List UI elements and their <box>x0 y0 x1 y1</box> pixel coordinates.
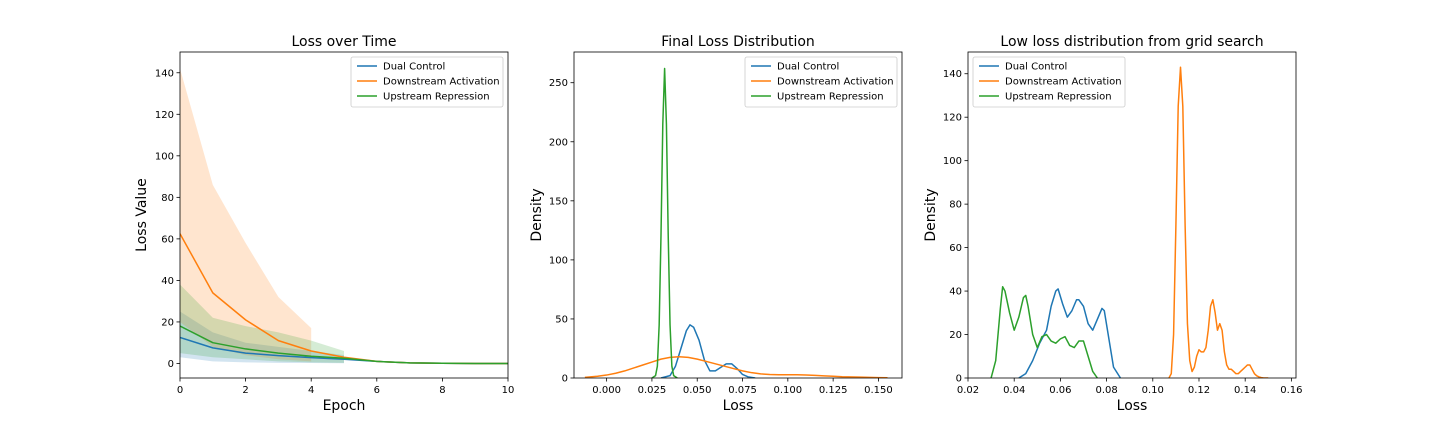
y-tick-label: 20 <box>949 330 962 341</box>
y-tick-label: 140 <box>155 68 174 79</box>
x-tick-label: 0.000 <box>592 385 621 396</box>
y-tick-label: 40 <box>949 287 962 298</box>
y-axis-label: Loss Value <box>134 178 150 252</box>
y-tick-label: 140 <box>943 69 962 80</box>
series-line-2 <box>651 67 678 378</box>
series-line-1 <box>1168 66 1269 378</box>
series-line-0 <box>1018 288 1122 378</box>
legend: Dual Control Downstream Activation Upstrea… <box>972 56 1126 108</box>
y-axis-label: Density <box>923 188 939 241</box>
x-tick-label: 2 <box>242 385 248 396</box>
y-axis-label: Density <box>529 188 545 241</box>
x-tick-label: 0.150 <box>864 385 893 396</box>
plot-area <box>990 66 1269 378</box>
x-tick-label: 10 <box>502 385 515 396</box>
x-tick-label: 6 <box>374 385 380 396</box>
y-tick-label: 120 <box>155 110 174 121</box>
x-tick-label: 0.12 <box>1188 385 1210 396</box>
axes-frame <box>967 51 1297 379</box>
x-tick-label: 0 <box>177 385 183 396</box>
y-tick-label: 100 <box>943 156 962 167</box>
y-tick-label: 80 <box>949 200 962 211</box>
x-tick-label: 0.14 <box>1234 385 1256 396</box>
legend-label: Downstream Activation <box>1005 77 1122 88</box>
x-tick-label: 0.125 <box>819 385 848 396</box>
y-tick-label: 120 <box>943 113 962 124</box>
x-tick-label: 0.04 <box>1003 385 1025 396</box>
y-tick-label: 80 <box>161 193 174 204</box>
axes-frame <box>573 51 903 379</box>
x-tick-label: 0.025 <box>638 385 667 396</box>
x-tick-label: 0.100 <box>774 385 803 396</box>
y-tick-label: 100 <box>549 255 568 266</box>
x-tick-label: 0.02 <box>957 385 979 396</box>
x-tick-label: 0.075 <box>728 385 757 396</box>
series-band-1 <box>180 68 312 362</box>
series-line-2 <box>990 285 1098 378</box>
y-tick-label: 20 <box>161 317 174 328</box>
legend-box <box>350 56 504 108</box>
x-axis-label: Epoch <box>323 398 366 414</box>
subplot-3: 0.02 0.04 0.06 0.08 0.10 0.12 0.14 0.16 0 20 40 60 8… <box>923 34 1303 414</box>
y-tick-label: 200 <box>549 137 568 148</box>
series-line-1 <box>584 355 888 378</box>
x-tick-label: 0.06 <box>1049 385 1071 396</box>
y-tick-label: 0 <box>562 374 568 385</box>
series-band-0 <box>180 311 344 364</box>
y-tick-label: 150 <box>549 196 568 207</box>
x-tick-label: 8 <box>439 385 445 396</box>
x-axis-label: Loss <box>723 398 754 414</box>
y-tick-label: 60 <box>161 234 174 245</box>
y-tick-label: 50 <box>555 314 568 325</box>
legend-box <box>744 56 898 108</box>
legend-box <box>972 56 1126 108</box>
y-tick-label: 250 <box>549 78 568 89</box>
legend-label: Upstream Repression <box>1005 92 1112 103</box>
legend-label: Downstream Activation <box>777 77 894 88</box>
x-tick-label: 0.16 <box>1280 385 1302 396</box>
x-tick-label: 0.050 <box>683 385 712 396</box>
y-tick-label: 100 <box>155 151 174 162</box>
subplot-2: 0.000 0.025 0.050 0.075 0.100 0.125 0.150 0 50 10… <box>529 34 903 414</box>
y-tick-label: 0 <box>956 374 962 385</box>
plot-area <box>584 67 888 378</box>
legend-label: Dual Control <box>1005 62 1067 73</box>
y-tick-label: 40 <box>161 276 174 287</box>
chart-title: Low loss distribution from grid search <box>1000 34 1263 50</box>
chart-title: Loss over Time <box>291 34 396 50</box>
legend-label: Dual Control <box>383 62 445 73</box>
legend-label: Upstream Repression <box>777 92 884 103</box>
y-tick-label: 60 <box>949 243 962 254</box>
x-tick-label: 4 <box>308 385 314 396</box>
y-tick-label: 0 <box>168 359 174 370</box>
legend-label: Upstream Repression <box>383 92 490 103</box>
x-axis-label: Loss <box>1117 398 1148 414</box>
x-tick-label: 0.08 <box>1095 385 1117 396</box>
series-band-2 <box>180 284 344 363</box>
plot-area <box>180 68 508 365</box>
legend: Dual Control Downstream Activation Upstrea… <box>744 56 898 108</box>
series-line-2 <box>180 325 508 365</box>
axes-frame <box>179 51 509 379</box>
legend-label: Downstream Activation <box>383 77 500 88</box>
legend-label: Dual Control <box>777 62 839 73</box>
chart-title: Final Loss Distribution <box>661 34 815 50</box>
legend: Dual Control Downstream Activation Upstrea… <box>350 56 504 108</box>
x-tick-label: 0.10 <box>1142 385 1164 396</box>
